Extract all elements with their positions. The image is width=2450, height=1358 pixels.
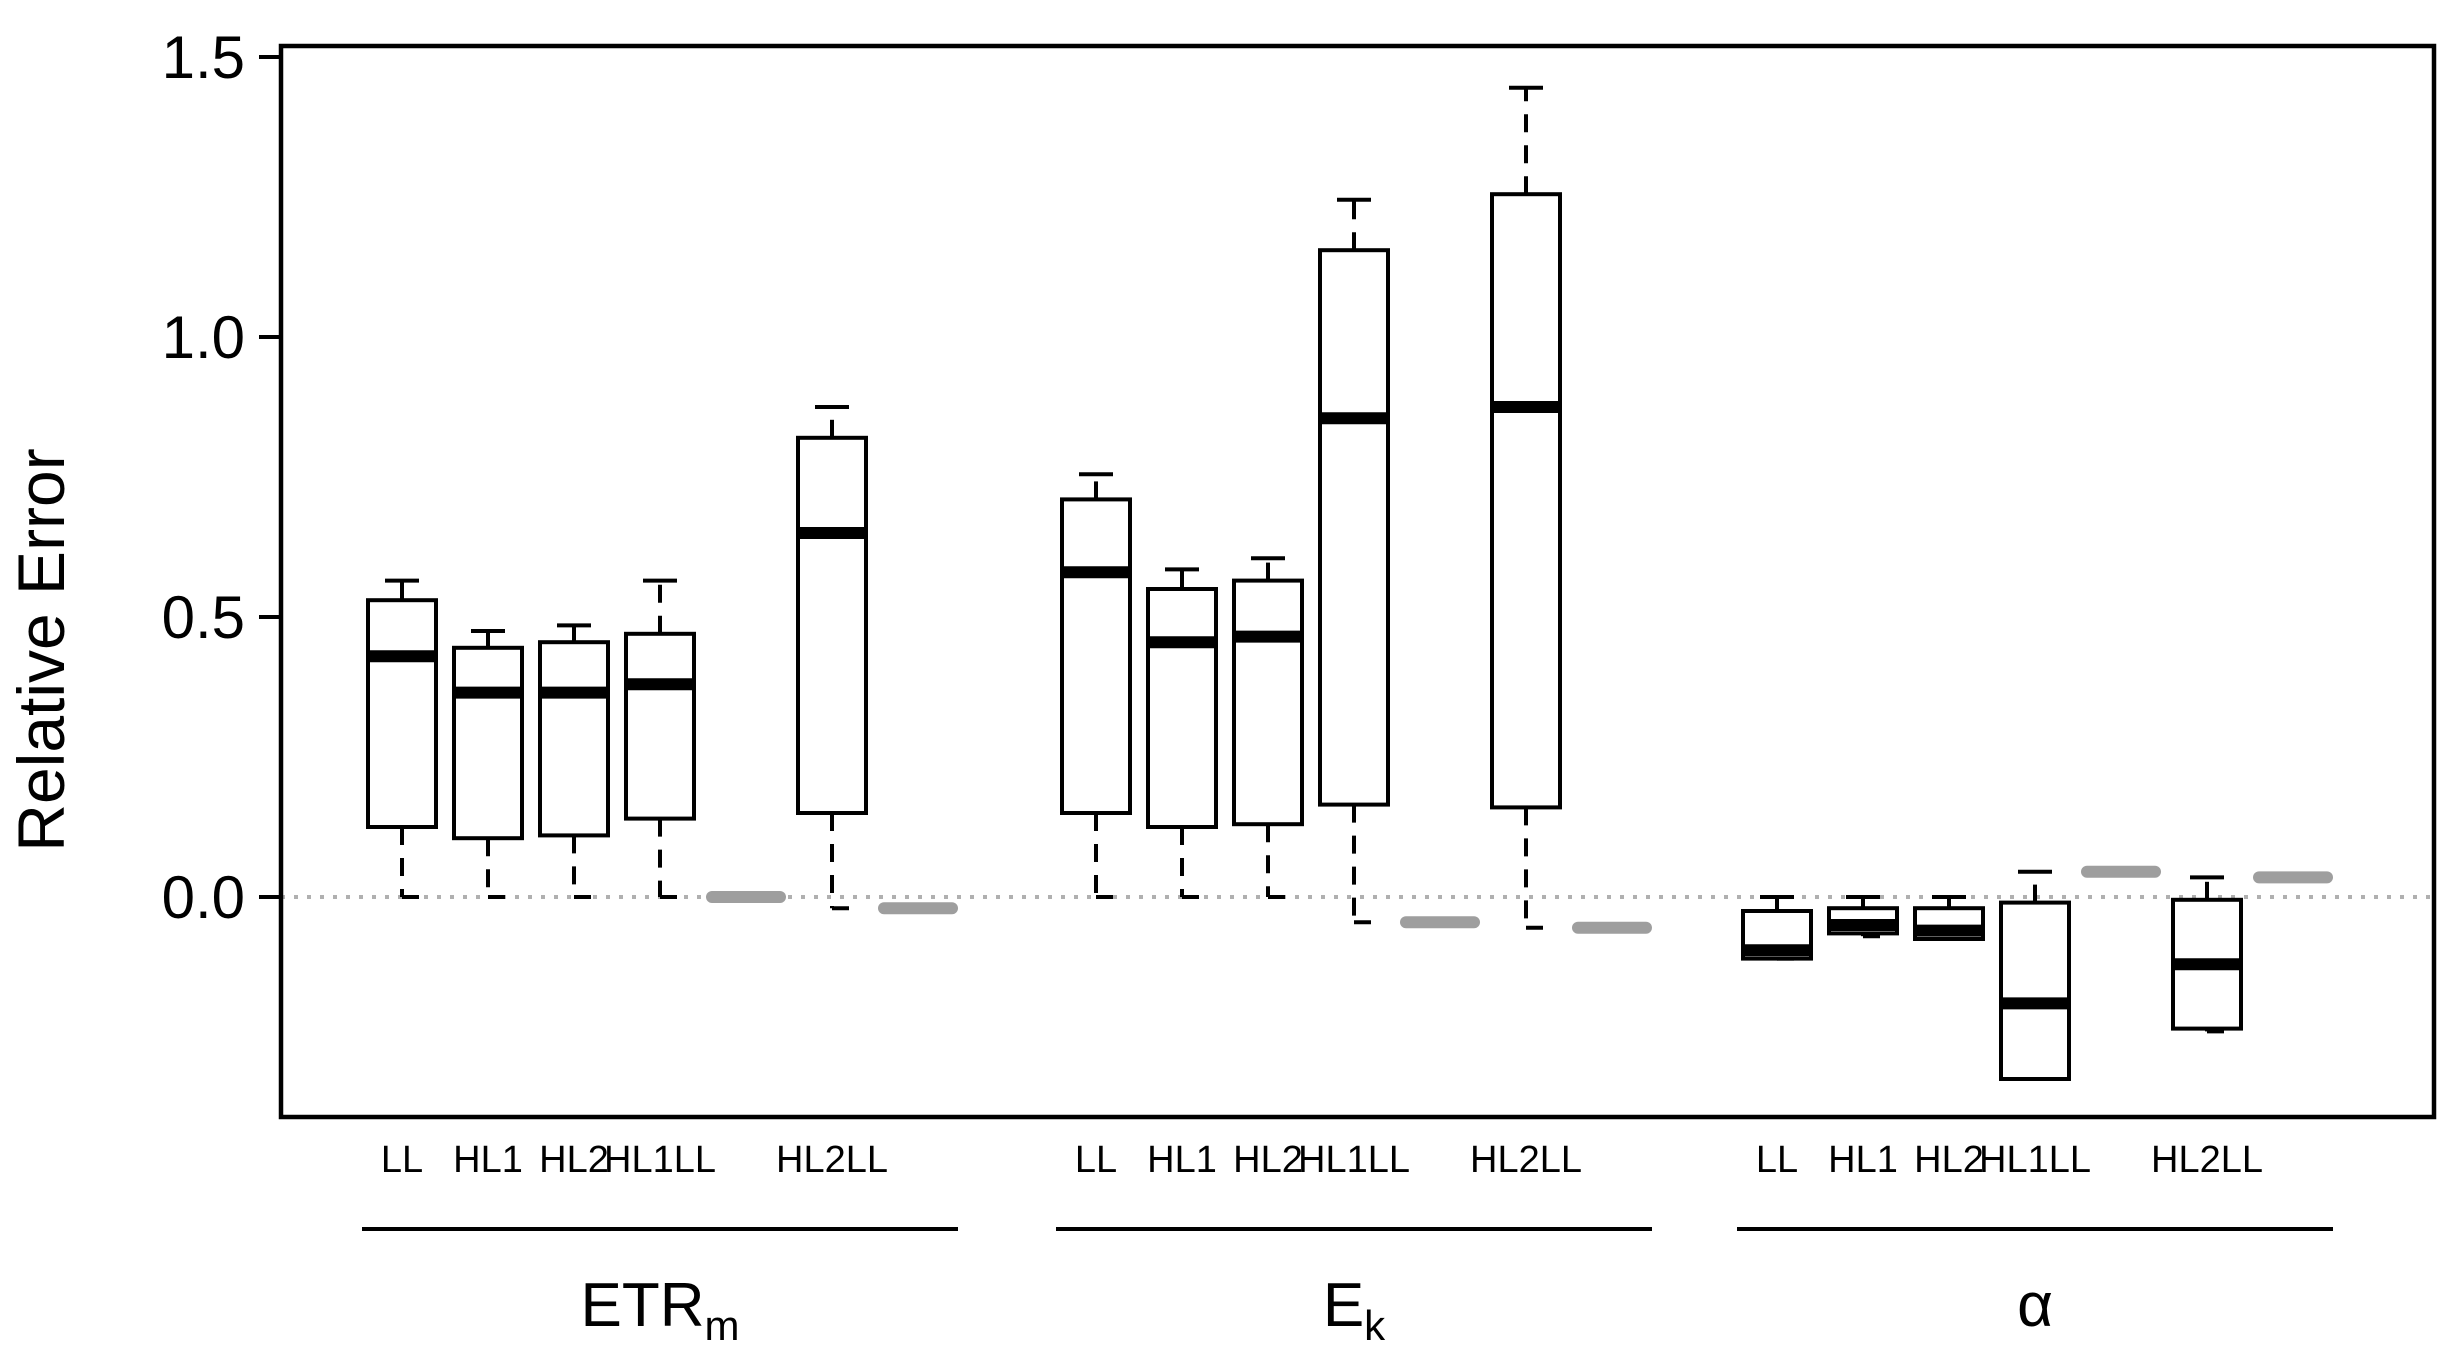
box-item xyxy=(1490,85,1562,930)
box-item xyxy=(538,623,610,899)
group-label: ETRm xyxy=(581,1271,740,1349)
category-label: LL xyxy=(1075,1139,1117,1181)
box-iqr xyxy=(1232,578,1304,827)
y-tick-label: 0.0 xyxy=(162,864,245,931)
box-item xyxy=(796,405,868,911)
box-iqr xyxy=(1060,497,1132,815)
box-item xyxy=(452,629,524,899)
box-iqr xyxy=(366,598,438,830)
box-item xyxy=(2171,875,2243,1034)
category-label: HL1 xyxy=(1147,1139,1217,1181)
box-item xyxy=(1232,556,1304,899)
category-label: HL2LL xyxy=(2151,1139,2263,1181)
box-iqr xyxy=(1999,900,2071,1081)
category-label: HL2LL xyxy=(1470,1139,1582,1181)
box-item xyxy=(1827,895,1899,939)
y-axis: 0.0 0.5 1.0 1.5 xyxy=(162,24,283,931)
box-item xyxy=(1741,895,1813,961)
category-label: LL xyxy=(1756,1139,1798,1181)
category-label: HL1 xyxy=(453,1139,523,1181)
box-item xyxy=(366,578,438,899)
category-label: HL2 xyxy=(1914,1139,1984,1181)
box-item xyxy=(1146,567,1218,899)
category-label: HL1LL xyxy=(604,1139,716,1181)
box-item xyxy=(1060,472,1132,899)
y-tick-label: 0.5 xyxy=(162,584,245,651)
box-item xyxy=(624,578,696,899)
group-label-subscript: m xyxy=(705,1302,740,1349)
y-tick-label: 1.0 xyxy=(162,304,245,371)
box-iqr xyxy=(1490,192,1562,810)
box-iqr xyxy=(452,645,524,841)
box-iqr xyxy=(538,640,610,838)
category-label: HL1LL xyxy=(1979,1139,2091,1181)
box-iqr xyxy=(1146,587,1218,829)
category-label: HL2 xyxy=(1233,1139,1303,1181)
group-label-subscript: k xyxy=(1364,1302,1386,1349)
box-iqr xyxy=(624,631,696,821)
group-label: α xyxy=(2017,1271,2053,1340)
category-label: HL2LL xyxy=(776,1139,888,1181)
category-label: HL2 xyxy=(539,1139,609,1181)
box-item xyxy=(1318,197,1390,925)
box-item xyxy=(1999,869,2071,1081)
y-axis-label: Relative Error xyxy=(4,448,78,851)
category-label: LL xyxy=(381,1139,423,1181)
box-item xyxy=(1913,895,1985,942)
category-label: HL1LL xyxy=(1298,1139,1410,1181)
category-label: HL1 xyxy=(1828,1139,1898,1181)
box-iqr xyxy=(796,435,868,815)
box-marks-layer xyxy=(366,85,2333,1081)
group-label: Ek xyxy=(1323,1271,1386,1349)
y-tick-label: 1.5 xyxy=(162,24,245,91)
box-iqr xyxy=(1318,248,1390,807)
